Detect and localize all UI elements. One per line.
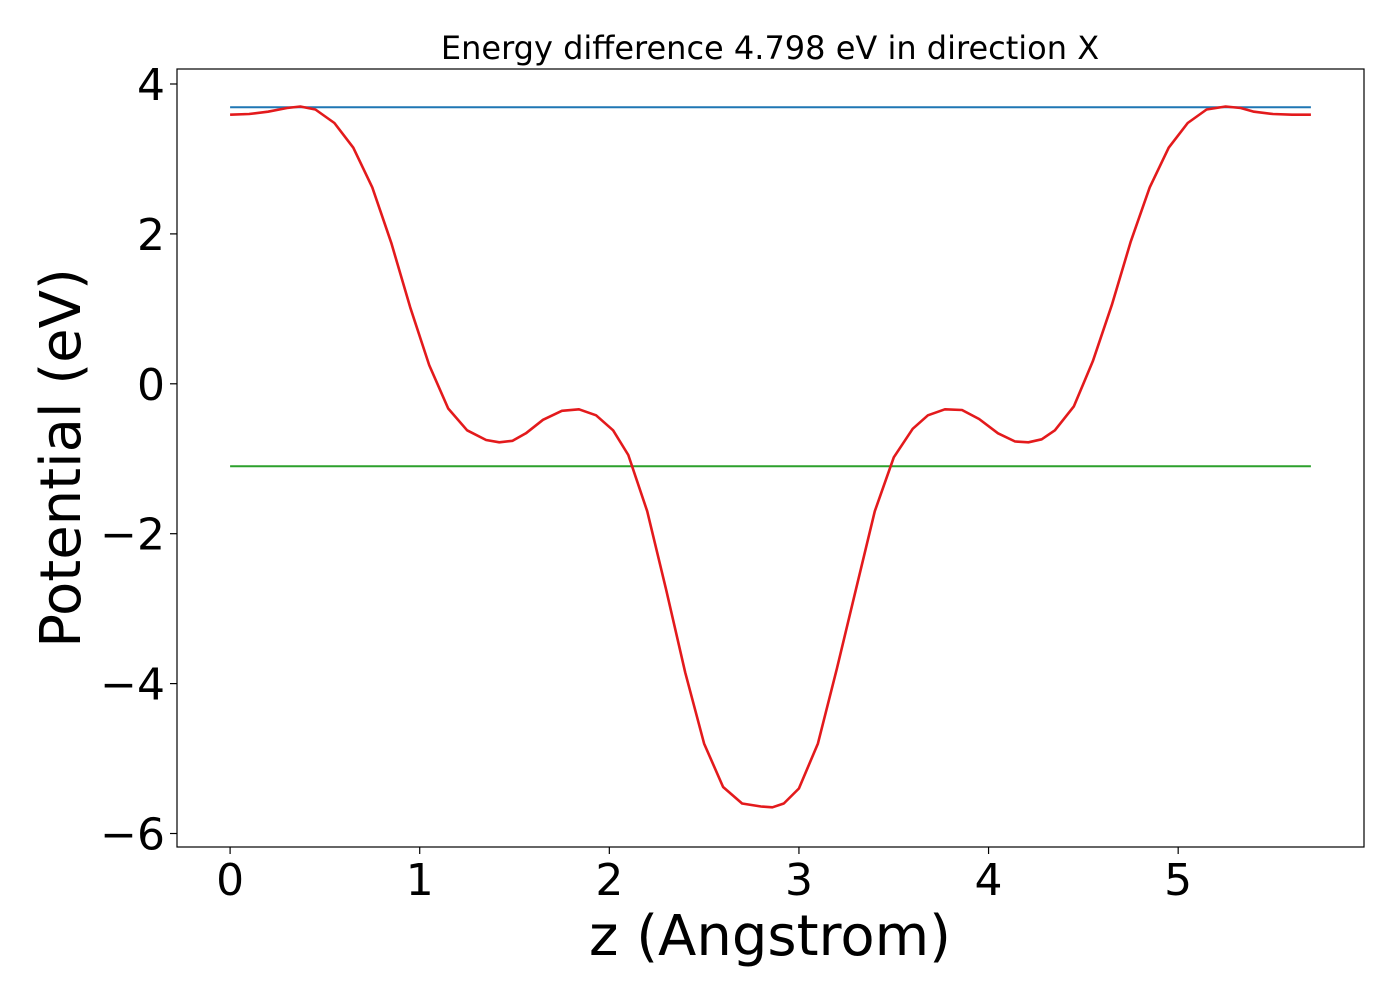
y-axis-ticks: −6 −4 −2 0 2 4 [100,60,177,861]
x-tick-label: 0 [216,855,244,906]
x-tick-label: 3 [785,855,813,906]
y-axis-label: Potential (eV) [29,268,94,648]
x-tick-label: 4 [975,855,1003,906]
plot-frame [176,68,1365,848]
y-tick-label: 4 [137,60,165,111]
x-axis-ticks: 0 1 2 3 4 5 [216,847,1192,906]
y-tick-label: −6 [100,810,165,861]
series-line-2 [230,105,1311,809]
plot-lines [230,105,1311,809]
x-tick-label: 1 [406,855,434,906]
y-tick-label: 0 [137,360,165,411]
y-tick-label: −4 [100,660,165,711]
chart-title: Energy difference 4.798 eV in direction … [441,29,1099,67]
y-tick-label: 2 [137,210,165,261]
x-axis-label: z (Angstrom) [589,904,951,969]
y-tick-label: −2 [100,510,165,561]
x-tick-label: 2 [595,855,623,906]
x-tick-label: 5 [1164,855,1192,906]
